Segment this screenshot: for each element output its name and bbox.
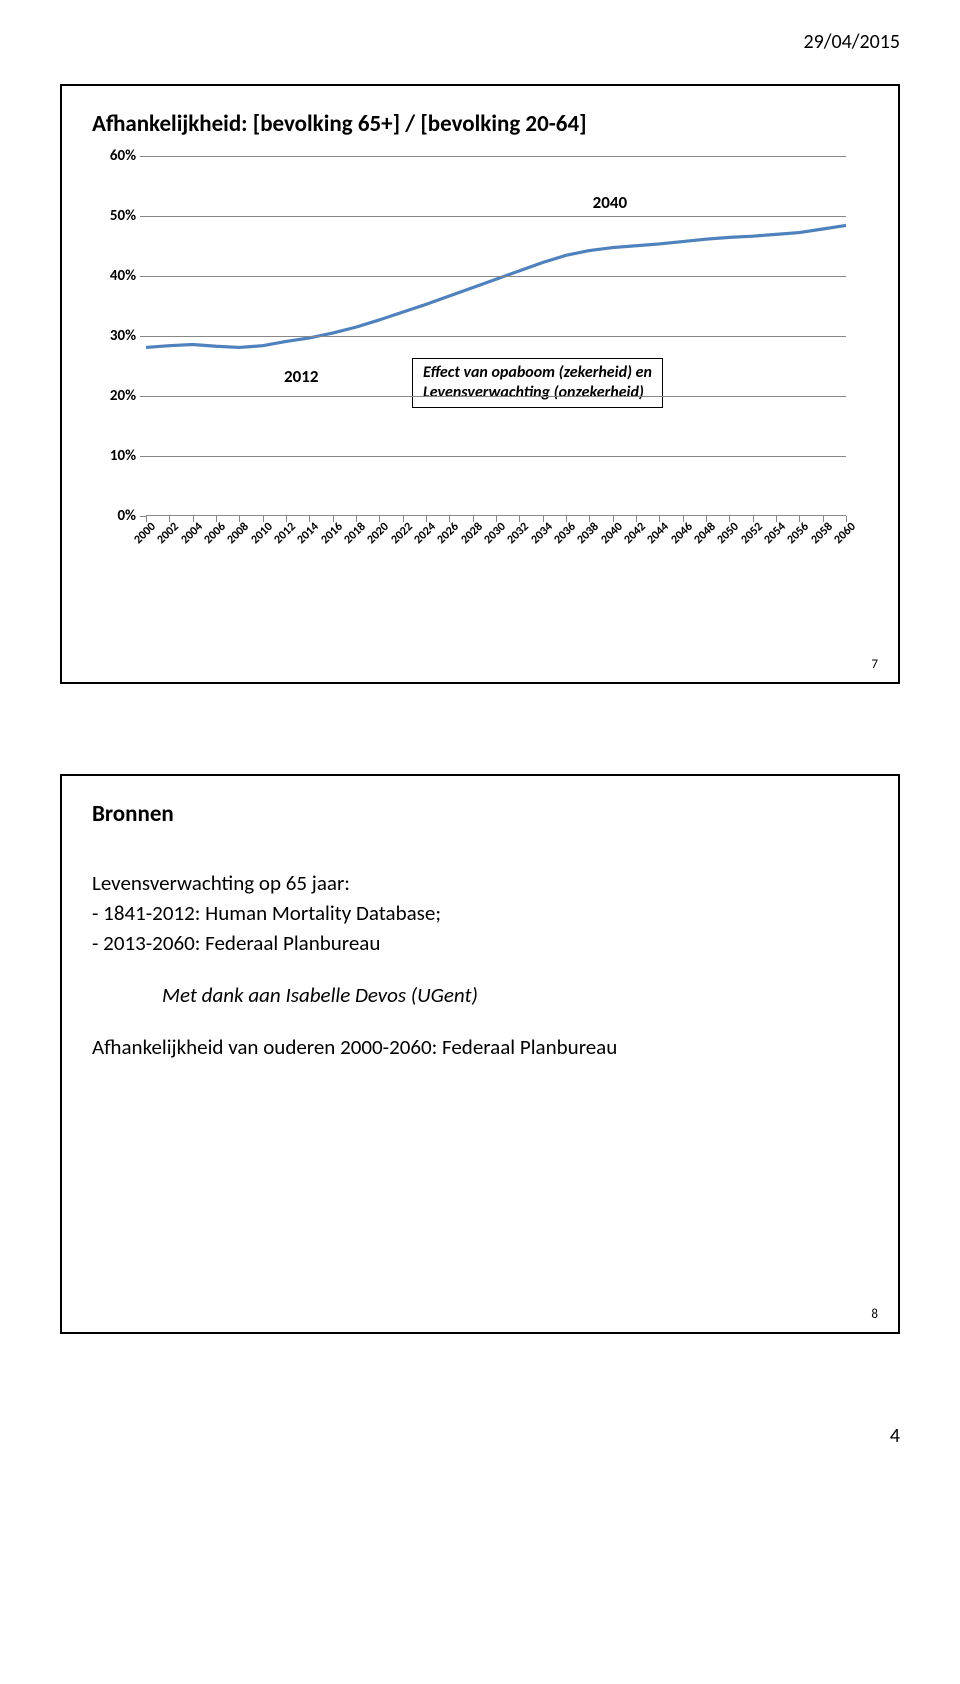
gridline: [146, 456, 846, 457]
gridline: [146, 276, 846, 277]
x-tick-label: 2050: [715, 520, 742, 547]
bronnen-line3: - 2013-2060: Federaal Planbureau: [92, 930, 868, 956]
x-tick-label: 2060: [831, 520, 858, 547]
x-tick-label: 2054: [761, 520, 788, 547]
x-tick-label: 2042: [621, 520, 648, 547]
x-tick-label: 2046: [668, 520, 695, 547]
slide-chart: Afhankelijkheid: [bevolking 65+] / [bevo…: [60, 84, 900, 684]
y-tick-label: 10%: [98, 447, 136, 465]
x-tick-label: 2020: [365, 520, 392, 547]
bronnen-block3: Afhankelijkheid van ouderen 2000-2060: F…: [92, 1034, 868, 1060]
x-tick-label: 2034: [528, 520, 555, 547]
y-tick-label: 30%: [98, 327, 136, 345]
x-tick-label: 2012: [271, 520, 298, 547]
slide2-number: 8: [871, 1307, 878, 1322]
x-tick-label: 2018: [341, 520, 368, 547]
plot-area: 2040 2012 Effect van opaboom (zekerheid)…: [146, 156, 846, 516]
x-tick-label: 2038: [575, 520, 602, 547]
y-tick-mark: [140, 156, 146, 157]
x-tick-label: 2048: [691, 520, 718, 547]
x-tick-label: 2052: [738, 520, 765, 547]
y-tick-mark: [140, 216, 146, 217]
legend-line1: Effect van opaboom (zekerheid) en: [423, 363, 652, 382]
bronnen-line5: Afhankelijkheid van ouderen 2000-2060: F…: [92, 1034, 868, 1060]
x-tick-label: 2010: [248, 520, 275, 547]
bronnen-line4: Met dank aan Isabelle Devos (UGent): [92, 982, 868, 1008]
y-tick-label: 50%: [98, 207, 136, 225]
page-date: 29/04/2015: [60, 30, 900, 54]
y-axis: 0%10%20%30%40%50%60%: [98, 156, 140, 516]
x-tick-label: 2006: [201, 520, 228, 547]
bronnen-heading: Bronnen: [92, 800, 868, 828]
x-tick-label: 2024: [411, 520, 438, 547]
data-line: [146, 225, 846, 347]
x-tick-label: 2058: [808, 520, 835, 547]
x-tick-label: 2004: [178, 520, 205, 547]
x-tick-label: 2014: [295, 520, 322, 547]
bronnen-block2: Met dank aan Isabelle Devos (UGent): [92, 982, 868, 1008]
y-tick-mark: [140, 336, 146, 337]
y-tick-mark: [140, 456, 146, 457]
slide1-number: 7: [871, 657, 878, 672]
y-tick-label: 40%: [98, 267, 136, 285]
x-tick-label: 2030: [481, 520, 508, 547]
x-tick-label: 2022: [388, 520, 415, 547]
x-tick-label: 2036: [551, 520, 578, 547]
slide1-title: Afhankelijkheid: [bevolking 65+] / [bevo…: [92, 110, 868, 138]
gridline: [146, 156, 846, 157]
annotation-2012: 2012: [284, 366, 318, 387]
y-tick-label: 60%: [98, 147, 136, 165]
y-tick-mark: [140, 396, 146, 397]
bronnen-line1: Levensverwachting op 65 jaar:: [92, 870, 868, 896]
annotation-2040: 2040: [593, 192, 627, 213]
slide-bronnen: Bronnen Levensverwachting op 65 jaar: - …: [60, 774, 900, 1334]
x-tick-label: 2002: [155, 520, 182, 547]
x-tick-label: 2056: [785, 520, 812, 547]
x-tick-label: 2028: [458, 520, 485, 547]
dependency-chart: 0%10%20%30%40%50%60% 2040 2012 Effect va…: [98, 156, 858, 576]
bronnen-line2: - 1841-2012: Human Mortality Database;: [92, 900, 868, 926]
legend-effect-box: Effect van opaboom (zekerheid) en Levens…: [412, 358, 663, 408]
x-tick-label: 2040: [598, 520, 625, 547]
gridline: [146, 336, 846, 337]
bronnen-block1: Levensverwachting op 65 jaar: - 1841-201…: [92, 870, 868, 956]
page-number: 4: [60, 1424, 900, 1448]
x-tick-label: 2008: [225, 520, 252, 547]
y-tick-label: 20%: [98, 387, 136, 405]
x-tick-label: 2044: [645, 520, 672, 547]
gridline: [146, 216, 846, 217]
x-axis: 2000200220042006200820102012201420162018…: [146, 516, 846, 576]
gridline: [146, 396, 846, 397]
y-tick-label: 0%: [98, 507, 136, 525]
y-tick-mark: [140, 276, 146, 277]
legend-line2: Levensverwachting (onzekerheid): [423, 383, 644, 402]
x-tick-label: 2026: [435, 520, 462, 547]
x-tick-label: 2016: [318, 520, 345, 547]
x-tick-label: 2032: [505, 520, 532, 547]
